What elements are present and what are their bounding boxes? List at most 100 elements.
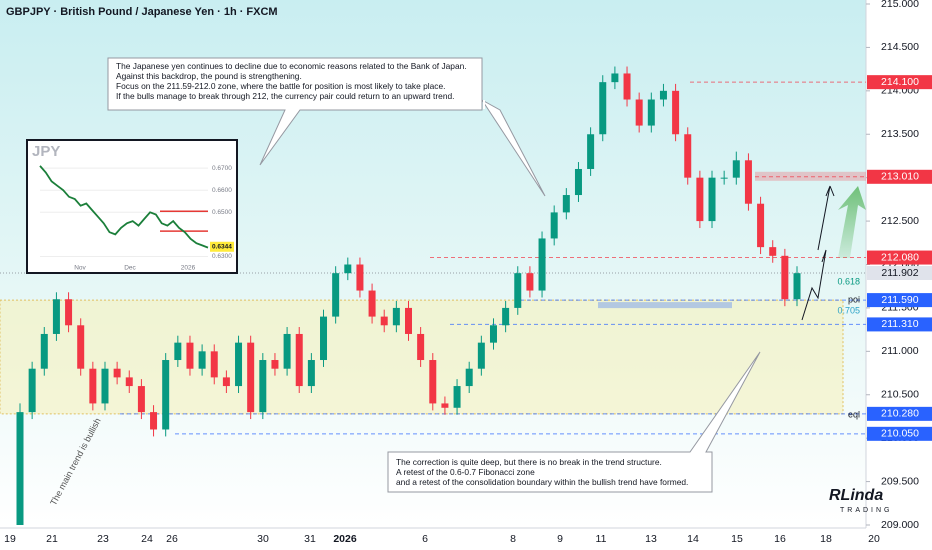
candle-body xyxy=(125,377,133,387)
candle-body xyxy=(405,307,412,334)
x-tick-label: 30 xyxy=(257,533,269,545)
candle-body xyxy=(247,342,255,413)
candle-body xyxy=(744,160,752,204)
note-line: The correction is quite deep, but there … xyxy=(396,457,662,467)
candle-body xyxy=(465,368,473,387)
candle-body xyxy=(307,360,315,387)
candle-body xyxy=(259,360,267,413)
inset-tick-label: 0.6500 xyxy=(212,209,232,216)
inset-frame xyxy=(26,139,238,274)
projection-path xyxy=(801,185,835,321)
candle-body xyxy=(89,368,97,404)
candle-body xyxy=(502,307,510,326)
price-label-box xyxy=(867,406,932,421)
price-label: 211.902 xyxy=(881,267,918,279)
logo-sub: TRADING xyxy=(840,507,893,514)
candle-body xyxy=(16,412,24,525)
candle-body xyxy=(562,195,570,213)
x-tick-label: 24 xyxy=(141,533,153,545)
x-tick-label: 19 xyxy=(4,533,16,545)
x-tick-label: 26 xyxy=(166,533,178,545)
candle-body xyxy=(210,351,218,378)
y-tick-label: 209.000 xyxy=(881,519,919,531)
x-tick-label: 18 xyxy=(820,533,832,545)
bullish-arrow xyxy=(838,186,866,258)
candle-body xyxy=(708,177,716,222)
inset-x-label: 2026 xyxy=(181,265,196,272)
price-label: 211.590 xyxy=(881,294,918,306)
axes: 209.000209.500210.000210.500211.000211.5… xyxy=(4,0,932,545)
candle-body xyxy=(635,99,643,126)
candle-body xyxy=(732,160,740,178)
candle-body xyxy=(271,360,279,369)
candle-body xyxy=(769,247,777,256)
x-tick-label: 14 xyxy=(687,533,699,545)
price-label: 214.100 xyxy=(881,76,919,88)
candle-body xyxy=(52,299,60,334)
candle-body xyxy=(150,412,158,430)
candle-body xyxy=(392,307,400,326)
candle-body xyxy=(77,325,85,369)
price-label: 213.010 xyxy=(881,171,919,183)
candles xyxy=(16,66,801,525)
candle-body xyxy=(368,290,376,317)
note-box xyxy=(107,57,483,166)
candle-body xyxy=(574,168,582,196)
candle-body xyxy=(599,82,607,135)
price-label-box xyxy=(867,293,932,308)
candle-body xyxy=(441,403,449,408)
x-tick-label: 11 xyxy=(596,533,607,545)
candle-body xyxy=(611,73,619,83)
candle-body xyxy=(235,342,243,387)
candle-body xyxy=(587,134,595,169)
note-line: Against this backdrop, the pound is stre… xyxy=(116,71,302,81)
candle-body xyxy=(28,368,36,413)
candle-body xyxy=(429,360,437,404)
y-tick-label: 211.000 xyxy=(881,345,918,357)
chart-title: GBPJPY · British Pound / Japanese Yen · … xyxy=(6,6,278,18)
price-label: 210.050 xyxy=(881,428,919,440)
y-tick-label: 214.500 xyxy=(881,41,919,53)
y-tick-label: 212.500 xyxy=(881,215,919,227)
candle-body xyxy=(332,273,340,317)
candle-body xyxy=(380,316,388,326)
price-label-box xyxy=(867,426,932,441)
candle-body xyxy=(514,273,522,308)
inset-tick-label: 0.6700 xyxy=(212,165,232,172)
x-tick-label: 2026 xyxy=(333,533,357,545)
price-label-box xyxy=(867,169,932,184)
price-label: 212.080 xyxy=(881,251,919,263)
x-tick-label: 20 xyxy=(868,533,880,545)
candle-body xyxy=(757,203,765,248)
note-line: Focus on the 211.59-212.0 zone, where th… xyxy=(116,81,445,91)
candle-body xyxy=(283,333,291,369)
y-tick-label: 210.500 xyxy=(881,389,919,401)
note-box xyxy=(387,351,761,493)
logo: RLinda xyxy=(829,487,883,504)
note-line: A retest of the 0.6-0.7 Fibonacci zone xyxy=(396,467,535,477)
candle-body xyxy=(489,325,497,343)
notes: The Japanese yen continues to decline du… xyxy=(116,61,688,487)
candle-body xyxy=(40,333,48,369)
candle-body xyxy=(793,273,801,300)
candle-body xyxy=(174,342,182,361)
inset-line xyxy=(39,165,209,249)
candle-body xyxy=(320,316,328,361)
candle-body xyxy=(295,333,303,387)
candle-body xyxy=(198,351,206,369)
inset-x-label: Dec xyxy=(124,265,136,272)
note-mask xyxy=(483,100,485,109)
inset-last-label: 0.6344 xyxy=(212,243,232,250)
x-tick-label: 21 xyxy=(46,533,58,545)
x-tick-label: 23 xyxy=(97,533,109,545)
candle-body xyxy=(696,177,704,222)
candle-body xyxy=(417,333,425,361)
fib-label: 0.705 xyxy=(837,305,860,315)
candle-body xyxy=(101,368,109,404)
candle-body xyxy=(684,134,692,178)
candle-body xyxy=(137,386,145,413)
candle-body xyxy=(186,342,194,369)
candle-body xyxy=(550,212,558,239)
candle-body xyxy=(538,238,546,291)
